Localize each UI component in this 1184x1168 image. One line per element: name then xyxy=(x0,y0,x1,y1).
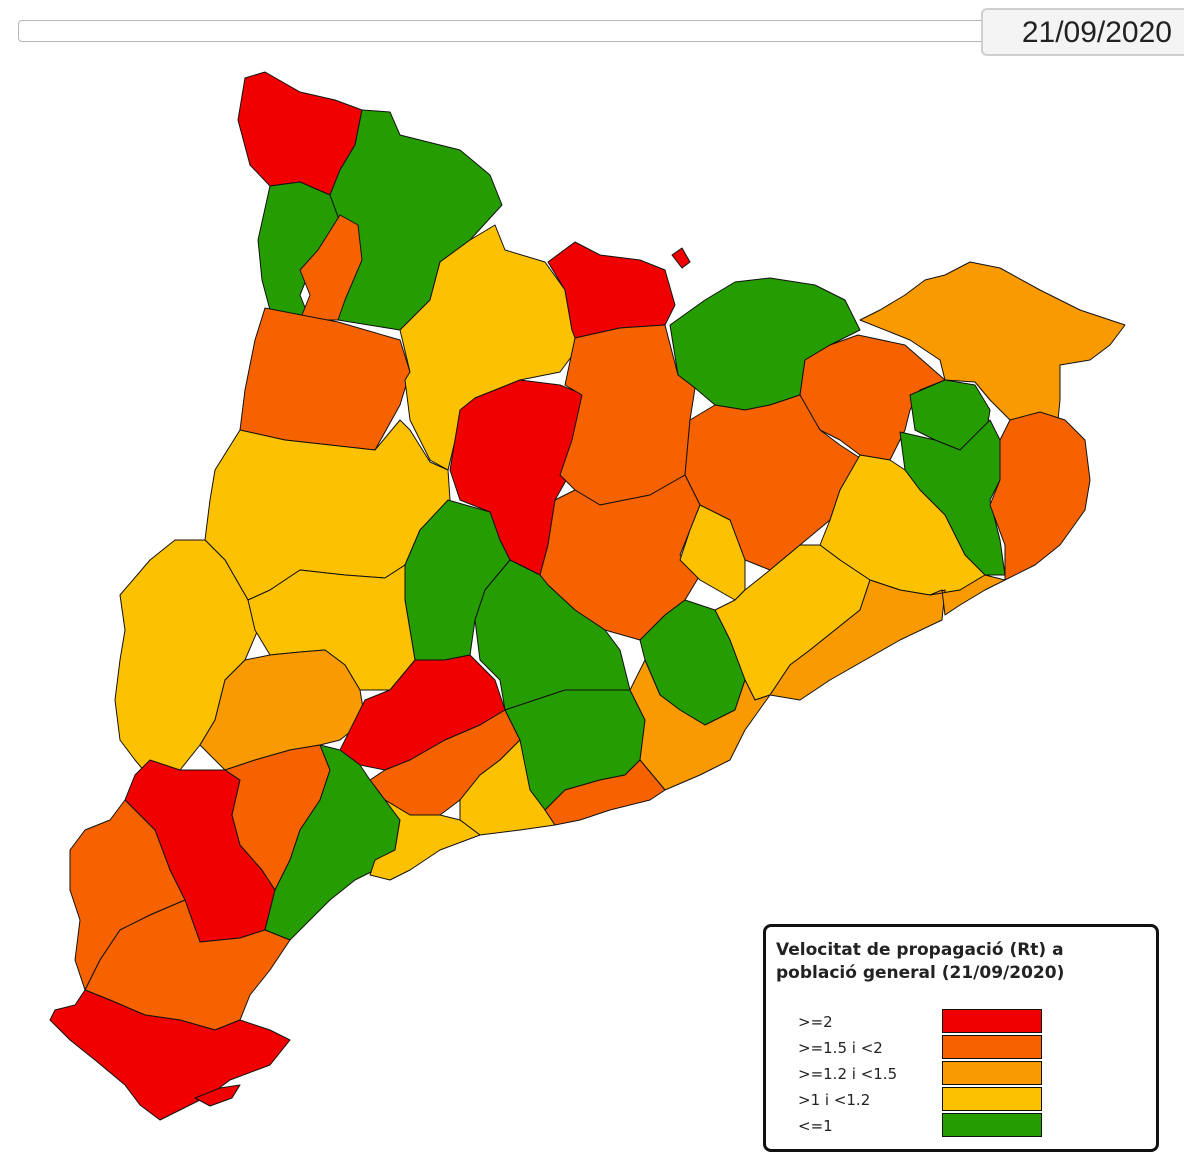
region-w-1[interactable] xyxy=(239,307,411,451)
region-s-6[interactable] xyxy=(544,759,666,826)
region-s-7[interactable] xyxy=(369,799,481,881)
legend-box: Velocitat de propagació (Rt) a població … xyxy=(763,924,1159,1152)
legend-swatch-ge15-lt2 xyxy=(942,1035,1042,1059)
legend-label-ge2: >=2 xyxy=(798,1013,833,1031)
region-ne-6[interactable] xyxy=(989,411,1091,581)
legend-label-gt1-lt12: >1 i <1.2 xyxy=(798,1091,871,1109)
legend-label-le1: <=1 xyxy=(798,1117,833,1135)
legend-label-ge12-lt15: >=1.2 i <1.5 xyxy=(798,1065,898,1083)
region-e-2[interactable] xyxy=(929,574,1006,616)
region-n-1[interactable] xyxy=(399,224,581,471)
region-sw-3[interactable] xyxy=(264,744,401,941)
region-sw-6[interactable] xyxy=(49,989,291,1121)
date-display: 21/09/2020 xyxy=(981,8,1184,56)
legend-swatch-le1 xyxy=(942,1113,1042,1137)
region-ne-2[interactable] xyxy=(859,261,1126,421)
legend-title: Velocitat de propagació (Rt) a població … xyxy=(776,940,1065,983)
legend-swatch-gt1-lt12 xyxy=(942,1087,1042,1111)
region-n-2[interactable] xyxy=(547,241,676,339)
legend-swatch-ge12-lt15 xyxy=(942,1061,1042,1085)
region-nw-2[interactable] xyxy=(257,181,341,321)
legend-swatch-ge2 xyxy=(942,1009,1042,1033)
region-sw-delta[interactable] xyxy=(194,1084,241,1107)
legend-label-ge15-lt2: >=1.5 i <2 xyxy=(798,1039,883,1057)
region-n-islet[interactable] xyxy=(671,247,691,269)
